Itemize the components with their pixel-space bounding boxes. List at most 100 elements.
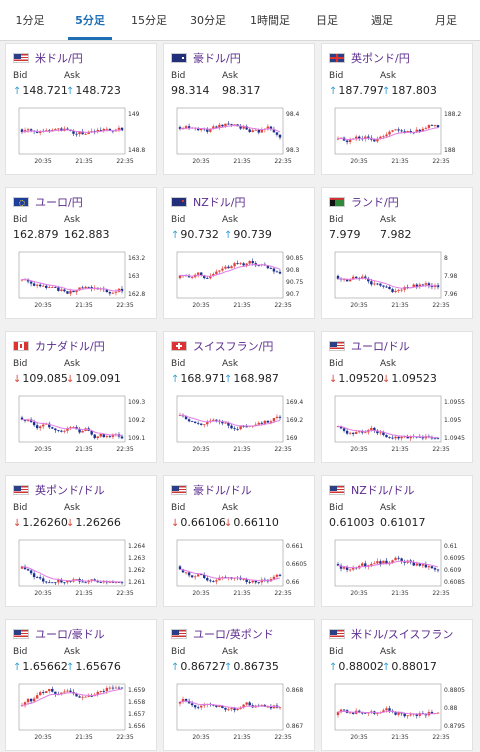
rate-card[interactable]: NZドル/ドル Bid Ask 0.61003 0.61017 0.61 0.60… xyxy=(321,475,473,607)
card-title[interactable]: ユーロ/豪ドル xyxy=(13,626,105,641)
mini-candlestick-chart[interactable]: 8 7.98 7.96 20:35 21:35 22:35 xyxy=(327,248,467,310)
currency-pair-link[interactable]: スイスフラン/円 xyxy=(193,340,274,353)
down-arrow-icon: ↓ xyxy=(329,374,338,385)
rate-card[interactable]: 豪ドル/ドル Bid Ask ↓0.66106 ↓0.66110 0.661 0.… xyxy=(163,475,315,607)
candle-body xyxy=(32,283,36,286)
card-title[interactable]: 豪ドル/円 xyxy=(171,50,241,65)
candle-body xyxy=(266,706,270,708)
candle-body xyxy=(406,131,409,133)
mini-candlestick-chart[interactable]: 0.661 0.6605 0.66 20:35 21:35 22:35 xyxy=(169,536,309,598)
rate-card[interactable]: 英ポンド/円 Bid Ask ↑187.797 ↑187.803 188.2 18… xyxy=(321,43,473,175)
card-title[interactable]: カナダドル/円 xyxy=(13,338,105,353)
mini-candlestick-chart[interactable]: 98.4 98.3 20:35 21:35 22:35 xyxy=(169,104,309,166)
rate-card[interactable]: 米ドル/スイスフラン Bid Ask ↑0.88002 ↑0.88017 0.8… xyxy=(321,619,473,751)
rate-card[interactable]: ユーロ/円 Bid Ask 162.879 162.883 163.2 163 16… xyxy=(5,187,157,319)
rate-card[interactable]: ユーロ/豪ドル Bid Ask ↑1.65662 ↑1.65676 1.659 1… xyxy=(5,619,157,751)
currency-pair-link[interactable]: NZドル/円 xyxy=(193,196,246,209)
card-title[interactable]: NZドル/ドル xyxy=(329,482,415,497)
tab-0[interactable]: 1分足 xyxy=(15,14,45,27)
rate-card[interactable]: ユーロ/ドル Bid Ask ↓1.09520 ↓1.09523 1.0955 1… xyxy=(321,331,473,463)
candle-body xyxy=(257,265,260,267)
tab-1[interactable]: 5分足 xyxy=(60,0,120,40)
mini-candlestick-chart[interactable]: 0.61 0.6095 0.609 0.6085 20:35 21:35 22:35 xyxy=(327,536,467,598)
candle-body xyxy=(120,127,124,131)
mini-candlestick-chart[interactable]: 163.2 163 162.8 20:35 21:35 22:35 xyxy=(11,248,151,310)
rate-card[interactable]: カナダドル/円 Bid Ask ↓109.085 ↓109.091 109.3 1… xyxy=(5,331,157,463)
currency-pair-link[interactable]: ユーロ/ドル xyxy=(351,340,410,353)
currency-pair-link[interactable]: 英ポンド/ドル xyxy=(35,484,105,497)
candle-body xyxy=(87,131,90,134)
card-title[interactable]: 豪ドル/ドル xyxy=(171,482,252,497)
rate-card[interactable]: 米ドル/円 Bid Ask ↑148.721 ↑148.723 149 148.8… xyxy=(5,43,157,175)
mini-candlestick-chart[interactable]: 149 148.8 20:35 21:35 22:35 xyxy=(11,104,151,166)
rate-card[interactable]: スイスフラン/円 Bid Ask ↑168.971 ↑168.987 169.4… xyxy=(163,331,315,463)
mini-candlestick-chart[interactable]: 109.3 109.2 109.1 20:35 21:35 22:35 xyxy=(11,392,151,454)
mini-candlestick-chart[interactable]: 90.85 90.8 90.75 90.7 20:35 21:35 22:35 xyxy=(169,248,309,310)
x-tick-label: 21:35 xyxy=(391,302,408,309)
candle-body xyxy=(388,286,391,290)
rate-card[interactable]: 英ポンド/ドル Bid Ask ↓1.26260 ↓1.26266 1.264 1… xyxy=(5,475,157,607)
currency-pair-link[interactable]: 英ポンド/円 xyxy=(351,52,410,65)
candle-body xyxy=(433,438,437,440)
currency-pair-link[interactable]: カナダドル/円 xyxy=(35,340,105,353)
bid-value: ↓1.26260 xyxy=(13,516,68,529)
candle-body xyxy=(78,131,81,135)
candle-body xyxy=(75,290,78,293)
currency-pair-link[interactable]: 豪ドル/円 xyxy=(193,52,241,65)
mini-candlestick-chart[interactable]: 188.2 188 20:35 21:35 22:35 xyxy=(327,104,467,166)
candle-body xyxy=(403,713,406,717)
card-title[interactable]: スイスフラン/円 xyxy=(171,338,274,353)
tab-4[interactable]: 1時間足 xyxy=(250,14,290,27)
rate-card[interactable]: ランド/円 Bid Ask 7.979 7.982 8 7.98 7.96 20:35… xyxy=(321,187,473,319)
candle-body xyxy=(269,126,273,130)
candle-body xyxy=(385,708,388,711)
ask-value: ↓0.66110 xyxy=(224,516,279,529)
flag-icon xyxy=(171,53,187,63)
mini-candlestick-chart[interactable]: 1.264 1.263 1.262 1.261 20:35 21:35 22:35 xyxy=(11,536,151,598)
rate-card[interactable]: NZドル/円 Bid Ask ↑90.732 ↑90.739 90.85 90.8… xyxy=(163,187,315,319)
card-title[interactable]: NZドル/円 xyxy=(171,194,246,209)
currency-pair-link[interactable]: ユーロ/円 xyxy=(35,196,83,209)
mini-candlestick-chart[interactable]: 1.0955 1.095 1.0945 20:35 21:35 22:35 xyxy=(327,392,467,454)
ask-label: Ask xyxy=(64,215,81,225)
rate-card[interactable]: ユーロ/英ポンド Bid Ask ↑0.86727 ↑0.86735 0.868… xyxy=(163,619,315,751)
y-tick-label: 8 xyxy=(444,255,448,262)
card-title[interactable]: 英ポンド/円 xyxy=(329,50,410,65)
y-tick-label: 1.659 xyxy=(128,687,145,694)
tab-7[interactable]: 月足 xyxy=(435,14,457,27)
mini-candlestick-chart[interactable]: 0.868 0.867 20:35 21:35 22:35 xyxy=(169,680,309,742)
card-title[interactable]: ユーロ/ドル xyxy=(329,338,410,353)
x-tick-label: 21:35 xyxy=(233,158,250,165)
candle-body xyxy=(93,579,96,581)
card-title[interactable]: 英ポンド/ドル xyxy=(13,482,105,497)
tab-6[interactable]: 週足 xyxy=(371,14,393,27)
currency-pair-link[interactable]: 米ドル/スイスフラン xyxy=(351,628,454,641)
mini-candlestick-chart[interactable]: 169.4 169.2 169 20:35 21:35 22:35 xyxy=(169,392,309,454)
currency-pair-link[interactable]: ランド/円 xyxy=(351,196,399,209)
currency-pair-link[interactable]: 米ドル/円 xyxy=(35,52,83,65)
card-title[interactable]: 米ドル/円 xyxy=(13,50,83,65)
bid-label: Bid xyxy=(171,503,186,513)
tab-2[interactable]: 15分足 xyxy=(131,14,167,27)
candle-body xyxy=(29,129,33,131)
tab-5[interactable]: 日足 xyxy=(316,14,338,27)
card-title[interactable]: ランド/円 xyxy=(329,194,399,209)
card-title[interactable]: ユーロ/円 xyxy=(13,194,83,209)
candle-body xyxy=(345,140,349,143)
candle-body xyxy=(230,708,233,710)
card-title[interactable]: ユーロ/英ポンド xyxy=(171,626,274,641)
candle-body xyxy=(42,285,45,287)
mini-candlestick-chart[interactable]: 1.659 1.658 1.657 1.656 20:35 21:35 22:35 xyxy=(11,680,151,742)
currency-pair-link[interactable]: ユーロ/英ポンド xyxy=(193,628,274,641)
candle-body xyxy=(400,558,403,562)
currency-pair-link[interactable]: NZドル/ドル xyxy=(351,484,415,497)
rate-card[interactable]: 豪ドル/円 Bid Ask 98.314 98.317 98.4 98.3 20:3… xyxy=(163,43,315,175)
candle-body xyxy=(20,566,24,569)
currency-pair-link[interactable]: 豪ドル/ドル xyxy=(193,484,252,497)
candle-body xyxy=(394,129,397,131)
tab-3[interactable]: 30分足 xyxy=(190,14,226,27)
currency-pair-link[interactable]: ユーロ/豪ドル xyxy=(35,628,105,641)
card-title[interactable]: 米ドル/スイスフラン xyxy=(329,626,454,641)
candle-body xyxy=(336,564,340,566)
mini-candlestick-chart[interactable]: 0.8805 0.88 0.8795 20:35 21:35 22:35 xyxy=(327,680,467,742)
